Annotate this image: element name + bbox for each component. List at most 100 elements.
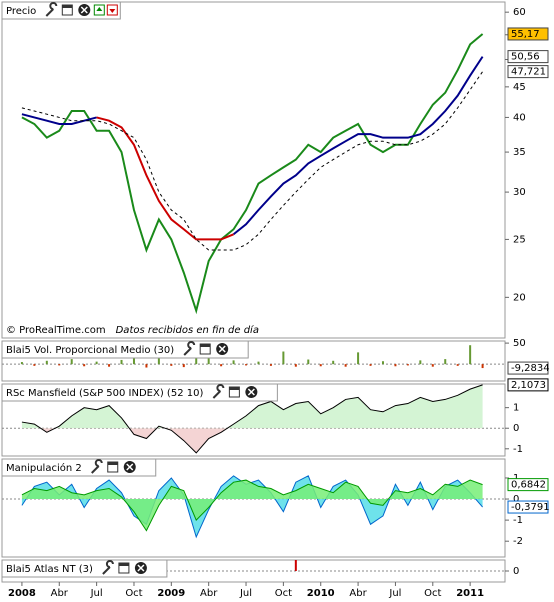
line bbox=[232, 56, 484, 236]
x-tick-label: 2011 bbox=[456, 588, 484, 599]
window-icon-bar bbox=[118, 563, 129, 566]
x-tick-label: Oct bbox=[275, 588, 292, 599]
x-tick-label: Abr bbox=[349, 588, 367, 599]
x-tick-label: Jul bbox=[388, 588, 401, 599]
series bbox=[21, 384, 483, 454]
value-label: 0,6842 bbox=[511, 480, 546, 491]
close-x bbox=[80, 6, 88, 14]
y-tick-label: 30 bbox=[513, 187, 526, 198]
value-label-box bbox=[507, 50, 549, 64]
line bbox=[21, 71, 484, 251]
bar bbox=[132, 354, 135, 365]
x-tick-label: 2009 bbox=[157, 588, 185, 599]
bar bbox=[108, 364, 111, 367]
bar bbox=[456, 364, 459, 366]
panel bbox=[1, 1, 506, 339]
bar bbox=[195, 356, 198, 365]
bar bbox=[294, 560, 297, 571]
close-x bbox=[247, 388, 255, 396]
window-icon-bar bbox=[62, 5, 73, 8]
x-tick-label: 2008 bbox=[8, 588, 36, 599]
source: © ProRealTime.com bbox=[6, 325, 106, 336]
close-x bbox=[218, 345, 226, 353]
bar bbox=[319, 364, 322, 367]
line bbox=[21, 113, 97, 125]
bar bbox=[20, 362, 23, 365]
value-label-box bbox=[507, 27, 549, 41]
y-tick-label: 50 bbox=[513, 338, 526, 349]
bar bbox=[294, 364, 297, 367]
bar bbox=[120, 359, 123, 365]
y-tick-label: 25 bbox=[513, 234, 526, 245]
bar bbox=[70, 359, 73, 365]
bar bbox=[282, 351, 285, 365]
y-tick-label: 60 bbox=[513, 7, 526, 18]
area-fill bbox=[21, 480, 483, 500]
bar bbox=[369, 364, 372, 366]
window-icon-bar bbox=[229, 387, 240, 390]
bar bbox=[481, 364, 484, 369]
wrench-icon bbox=[212, 384, 225, 399]
x-tick-label: Abr bbox=[51, 588, 69, 599]
y-tick-label: -1 bbox=[513, 444, 523, 455]
y-tick-label: 45 bbox=[513, 82, 526, 93]
series bbox=[21, 479, 483, 532]
value-label: 55,17 bbox=[511, 29, 540, 40]
panel-title: Blai5 Vol. Proporcional Medio (30) bbox=[6, 345, 174, 356]
panel-title: Blai5 Atlas NT (3) bbox=[6, 564, 93, 575]
value-label: -0,3791 bbox=[511, 502, 550, 513]
close-x bbox=[126, 463, 134, 471]
bar bbox=[145, 364, 148, 368]
bar bbox=[431, 364, 434, 367]
x-tick-label: Oct bbox=[424, 588, 441, 599]
bar bbox=[207, 353, 210, 365]
bar bbox=[58, 364, 61, 366]
series bbox=[20, 345, 484, 369]
series bbox=[21, 56, 484, 236]
y-tick-label: 1 bbox=[513, 403, 519, 414]
bar bbox=[269, 364, 272, 366]
line bbox=[21, 384, 483, 454]
bar bbox=[157, 357, 160, 365]
value-label: 2,1073 bbox=[511, 380, 546, 391]
panel-title: Manipulación 2 bbox=[6, 462, 82, 474]
x-tick-label: Abr bbox=[200, 588, 218, 599]
bar bbox=[332, 360, 335, 365]
y-tick-label: 0 bbox=[513, 423, 519, 434]
y-tick-label: 0 bbox=[513, 566, 519, 577]
series bbox=[294, 560, 297, 571]
series bbox=[21, 71, 484, 251]
x-tick-label: Jul bbox=[239, 588, 252, 599]
wrench-icon bbox=[183, 341, 196, 356]
y-tick-label: 35 bbox=[513, 147, 526, 158]
window-icon-bar bbox=[200, 344, 211, 347]
y-tick-label: 40 bbox=[513, 112, 526, 123]
bar bbox=[357, 352, 360, 365]
down-arrow bbox=[109, 9, 116, 13]
x-tick-label: Jul bbox=[90, 588, 103, 599]
bar bbox=[307, 359, 310, 365]
area-fill bbox=[21, 499, 483, 531]
bar bbox=[33, 364, 36, 366]
area-fill bbox=[21, 384, 483, 429]
bar bbox=[232, 360, 235, 365]
window-icon-bar bbox=[107, 462, 118, 465]
bar bbox=[45, 360, 48, 365]
y-tick-label: -2 bbox=[513, 536, 523, 547]
bar bbox=[394, 364, 397, 367]
line bbox=[21, 479, 483, 532]
value-label-box bbox=[507, 65, 549, 79]
bar bbox=[444, 359, 447, 365]
y-tick-label: 0 bbox=[513, 494, 519, 505]
bar bbox=[182, 364, 185, 368]
value-label-box bbox=[507, 361, 549, 375]
y-tick-label: 20 bbox=[513, 292, 526, 303]
up-arrow bbox=[96, 7, 103, 11]
value-label: 50,56 bbox=[511, 52, 540, 63]
note: Datos recibidos en fin de día bbox=[116, 324, 259, 336]
y-tick-label: -1 bbox=[513, 515, 523, 526]
bar bbox=[406, 364, 409, 366]
wrench-icon bbox=[45, 2, 58, 17]
line bbox=[21, 475, 483, 539]
